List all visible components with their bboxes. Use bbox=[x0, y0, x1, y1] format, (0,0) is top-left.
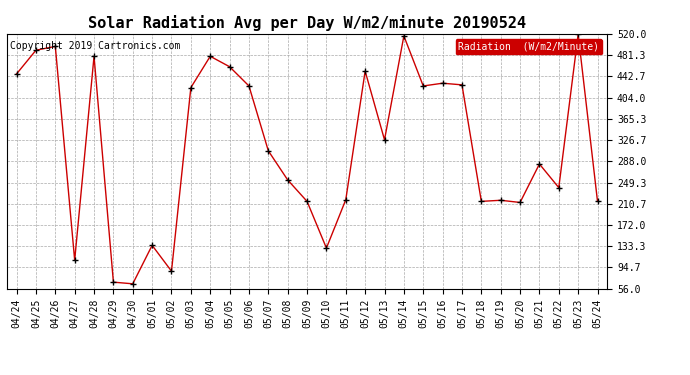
Legend: Radiation  (W/m2/Minute): Radiation (W/m2/Minute) bbox=[455, 39, 602, 54]
Text: Copyright 2019 Cartronics.com: Copyright 2019 Cartronics.com bbox=[10, 41, 180, 51]
Title: Solar Radiation Avg per Day W/m2/minute 20190524: Solar Radiation Avg per Day W/m2/minute … bbox=[88, 15, 526, 31]
